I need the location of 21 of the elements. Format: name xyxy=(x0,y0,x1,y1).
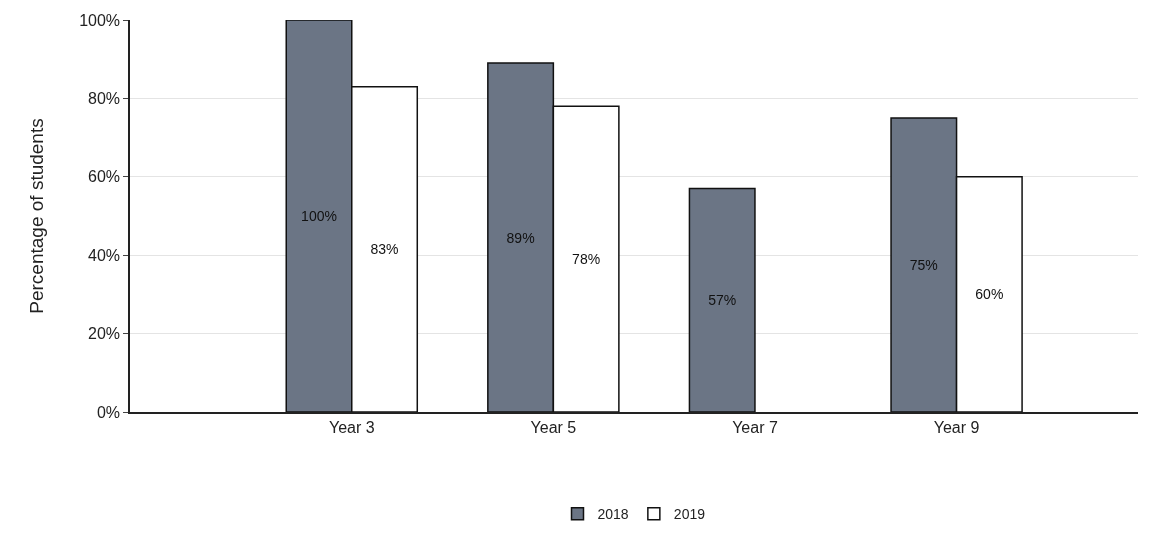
data-label: 60% xyxy=(975,286,1004,303)
x-tick-label: Year 5 xyxy=(530,418,577,436)
y-tick-label: 20% xyxy=(88,325,121,343)
data-label: 78% xyxy=(572,251,601,268)
x-tick-label: Year 3 xyxy=(328,418,375,436)
data-label: 75% xyxy=(909,257,938,273)
y-tick-label: 40% xyxy=(88,246,121,264)
legend-label: 2018 xyxy=(597,506,629,523)
data-label: 89% xyxy=(506,229,535,246)
legend-label: 2019 xyxy=(673,506,706,523)
x-tick-label: Year 7 xyxy=(732,418,778,436)
data-label: 83% xyxy=(370,241,399,258)
x-tick-label: Year 9 xyxy=(933,418,980,436)
y-axis-title: Percentage of students xyxy=(26,118,48,314)
data-label: 100% xyxy=(301,208,337,224)
y-tick-label: 60% xyxy=(88,168,121,186)
bar xyxy=(688,187,756,412)
y-tick-label: 100% xyxy=(79,11,121,29)
y-tick-label: 80% xyxy=(88,90,121,107)
data-label: 57% xyxy=(708,292,737,309)
y-tick-label: 0% xyxy=(96,403,121,421)
